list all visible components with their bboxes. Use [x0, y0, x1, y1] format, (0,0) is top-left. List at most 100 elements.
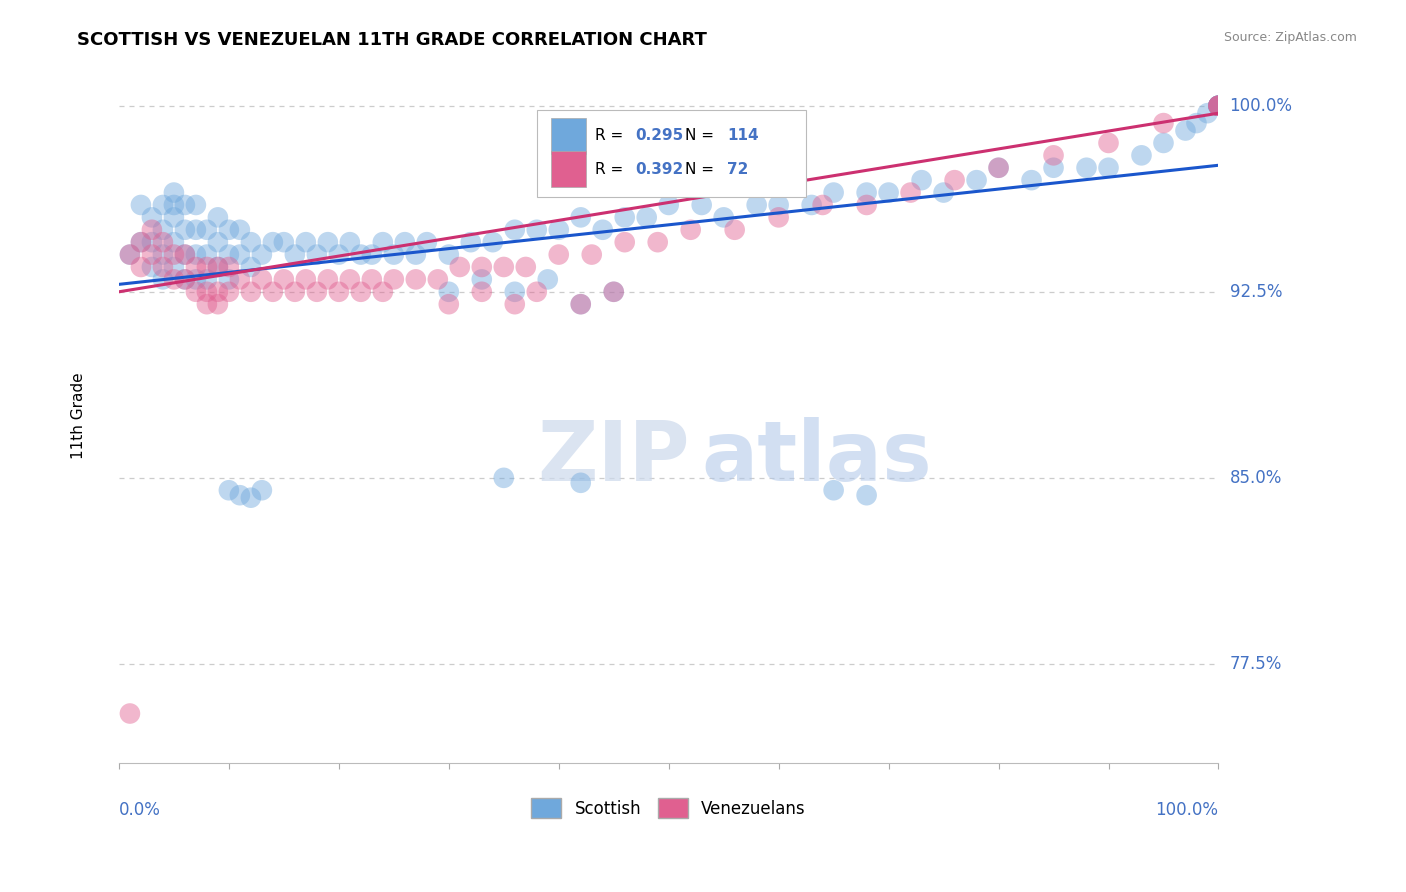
- Point: [207, 235, 229, 249]
- Point: [679, 223, 702, 237]
- Point: [152, 235, 174, 249]
- Point: [250, 483, 273, 498]
- Point: [350, 285, 373, 299]
- Point: [855, 198, 877, 212]
- Text: Source: ZipAtlas.com: Source: ZipAtlas.com: [1223, 31, 1357, 45]
- Text: N =: N =: [685, 128, 718, 144]
- Point: [152, 223, 174, 237]
- Point: [141, 247, 163, 261]
- Point: [569, 297, 592, 311]
- Text: 11th Grade: 11th Grade: [70, 373, 86, 459]
- Point: [855, 186, 877, 200]
- Point: [394, 235, 416, 249]
- Point: [690, 198, 713, 212]
- Point: [184, 223, 207, 237]
- Point: [273, 272, 295, 286]
- Point: [515, 260, 537, 274]
- Point: [460, 235, 482, 249]
- Point: [207, 211, 229, 225]
- Text: 85.0%: 85.0%: [1230, 469, 1282, 487]
- Point: [1208, 99, 1230, 113]
- Point: [195, 297, 218, 311]
- Point: [152, 247, 174, 261]
- Point: [207, 297, 229, 311]
- Point: [987, 161, 1010, 175]
- Point: [437, 297, 460, 311]
- Point: [481, 235, 503, 249]
- Point: [174, 247, 197, 261]
- Point: [305, 247, 328, 261]
- Point: [339, 235, 361, 249]
- Point: [768, 211, 790, 225]
- Point: [1208, 99, 1230, 113]
- Point: [471, 272, 494, 286]
- Point: [987, 161, 1010, 175]
- Point: [1153, 136, 1175, 150]
- Point: [218, 483, 240, 498]
- Text: 72: 72: [727, 161, 748, 177]
- Point: [966, 173, 988, 187]
- Point: [360, 247, 382, 261]
- Point: [295, 272, 318, 286]
- Point: [152, 260, 174, 274]
- Point: [647, 235, 669, 249]
- Point: [1208, 99, 1230, 113]
- Point: [855, 488, 877, 502]
- Point: [1076, 161, 1098, 175]
- Point: [416, 235, 439, 249]
- Point: [284, 247, 307, 261]
- Legend: Scottish, Venezuelans: Scottish, Venezuelans: [524, 792, 813, 824]
- Point: [218, 223, 240, 237]
- Point: [569, 297, 592, 311]
- Point: [1042, 161, 1064, 175]
- Point: [503, 297, 526, 311]
- Point: [382, 247, 405, 261]
- Text: 0.295: 0.295: [636, 128, 683, 144]
- Point: [900, 186, 922, 200]
- Point: [603, 285, 626, 299]
- Point: [713, 211, 735, 225]
- Point: [174, 198, 197, 212]
- Point: [218, 272, 240, 286]
- Text: 100.0%: 100.0%: [1156, 801, 1219, 820]
- Text: R =: R =: [595, 161, 628, 177]
- Point: [581, 247, 603, 261]
- Text: R =: R =: [595, 128, 628, 144]
- Point: [174, 272, 197, 286]
- Point: [141, 211, 163, 225]
- Point: [328, 247, 350, 261]
- Point: [284, 285, 307, 299]
- Point: [526, 223, 548, 237]
- Point: [1208, 99, 1230, 113]
- Point: [163, 211, 186, 225]
- Point: [239, 491, 262, 505]
- Point: [163, 260, 186, 274]
- Point: [1021, 173, 1043, 187]
- Point: [943, 173, 966, 187]
- Point: [745, 198, 768, 212]
- FancyBboxPatch shape: [551, 151, 586, 187]
- Point: [547, 247, 569, 261]
- Point: [163, 235, 186, 249]
- Point: [437, 285, 460, 299]
- Point: [910, 173, 932, 187]
- Point: [207, 260, 229, 274]
- Point: [184, 272, 207, 286]
- Point: [526, 285, 548, 299]
- Point: [592, 223, 614, 237]
- Point: [163, 186, 186, 200]
- Point: [262, 235, 284, 249]
- Point: [174, 223, 197, 237]
- Point: [636, 211, 658, 225]
- Point: [218, 260, 240, 274]
- Point: [1097, 136, 1119, 150]
- Point: [195, 223, 218, 237]
- Point: [141, 260, 163, 274]
- Text: ZIP: ZIP: [537, 417, 689, 498]
- Point: [437, 247, 460, 261]
- Point: [932, 186, 955, 200]
- Point: [503, 223, 526, 237]
- Point: [262, 285, 284, 299]
- FancyBboxPatch shape: [551, 118, 586, 154]
- Point: [118, 247, 141, 261]
